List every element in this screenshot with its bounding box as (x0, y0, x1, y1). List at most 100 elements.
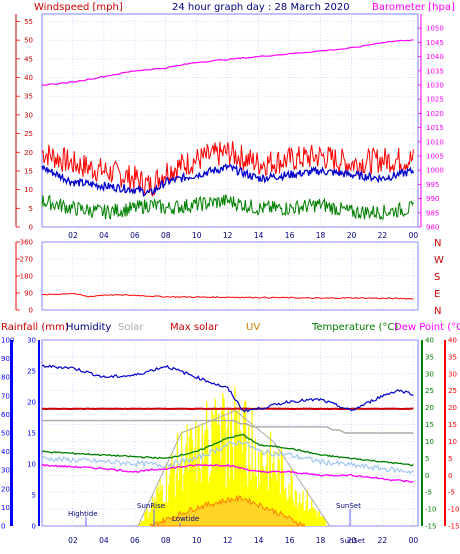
humidity-tick-label: 60 (1, 411, 10, 419)
windspeed-tick-label: 30 (24, 111, 33, 119)
wind-direction-line (41, 293, 414, 300)
dew-point-tick-label: 5 (448, 455, 452, 463)
windspeed-low-line (41, 194, 414, 220)
wind-series (41, 39, 414, 220)
hour-tick-label: 18 (316, 231, 326, 240)
hour-tick-label: 16 (285, 536, 295, 545)
uv-area (149, 494, 306, 528)
hour-tick-label: 00 (409, 231, 419, 240)
windspeed-tick-label: 35 (24, 93, 33, 101)
hour-tick-label: 14 (254, 536, 264, 545)
max-solar-legend: Max solar (170, 322, 219, 333)
dew-point-tick-label: -10 (448, 506, 459, 514)
barometer-tick-label: 985 (426, 209, 439, 217)
dew-point-axis-bar (444, 340, 446, 526)
hour-tick-label: 04 (99, 231, 109, 240)
hour-tick-label: 20 (347, 231, 357, 240)
direction-tick-label: 180 (20, 273, 33, 281)
temperature-line (41, 433, 414, 467)
windspeed-tick-label: 5 (29, 205, 33, 213)
tide-sun-annotations: Hightide SunRise Lowtide SunSet SunSet (68, 502, 365, 545)
barometer-tick-label: 1050 (426, 25, 444, 33)
windspeed-ticks: 0 5 10 15 20 25 30 35 40 45 50 55 (16, 18, 33, 232)
dew-point-tick-label: 20 (448, 404, 457, 412)
hour-tick-label: 20 (347, 536, 357, 545)
rain-ticks: 0 5 10 15 20 25 30 (27, 337, 36, 531)
barometer-tick-label: 990 (426, 195, 439, 203)
rainfall-legend: Rainfall (mm) (1, 322, 69, 333)
temperature-tick-label: 40 (425, 337, 434, 345)
temperature-tick-label: 5 (425, 455, 429, 463)
hour-tick-label: 12 (223, 231, 233, 240)
barometer-tick-label: 1010 (426, 138, 444, 146)
barometer-tick-label: 1030 (426, 82, 444, 90)
dew-point-tick-label: 40 (448, 337, 457, 345)
rain-tick-label: 20 (27, 399, 36, 407)
humidity-ticks: 0 10 20 30 40 50 60 70 80 90 100 (1, 337, 14, 531)
dew-point-ticks: -15 -10 -5 0 5 10 15 20 25 30 35 40 (448, 337, 459, 531)
dew-point-tick-label: 0 (448, 472, 452, 480)
windspeed-tick-label: 20 (24, 149, 33, 157)
hour-tick-label: 22 (378, 536, 388, 545)
rainfall-line (41, 407, 414, 411)
barometer-ticks: 980 985 990 995 1000 1005 1010 1015 1020 1025 1030… (418, 25, 444, 232)
temperature-tick-label: 35 (425, 353, 434, 361)
dew-point-tick-label: 10 (448, 438, 457, 446)
hour-tick-label: 10 (192, 536, 202, 545)
barometer-tick-label: 1000 (426, 167, 444, 175)
barometer-axis-label: Barometer [hpa] (372, 2, 455, 13)
hour-tick-label: 02 (68, 231, 78, 240)
rain-tick-label: 0 (32, 523, 36, 531)
temperature-axis-bar (421, 340, 423, 526)
apparent-temperature-line (41, 439, 414, 475)
windspeed-tick-label: 0 (29, 224, 33, 232)
dew-point-tick-label: 15 (448, 421, 457, 429)
windspeed-axis-label: Windspeed [mph] (34, 2, 123, 13)
direction-degree-ticks: 0 90 180 270 360 (15, 239, 33, 315)
hour-tick-label: 00 (409, 536, 419, 545)
solar-legend: Solar (118, 322, 144, 333)
dew-point-tick-label: 35 (448, 353, 457, 361)
humidity-axis-bar (10, 340, 13, 526)
barometer-tick-label: 1045 (426, 39, 444, 47)
humidity-line (41, 364, 414, 413)
compass-tick-label: S (434, 272, 440, 283)
hour-tick-label: 08 (161, 536, 171, 545)
humidity-tick-label: 100 (1, 337, 14, 345)
humidity-tick-label: 90 (1, 355, 10, 363)
direction-tick-label: 360 (20, 239, 33, 247)
hour-tick-label: 04 (99, 536, 109, 545)
temperature-legend: Temperature (°C) (311, 322, 398, 333)
direction-grid (42, 241, 418, 311)
sunrise-label: SunRise (137, 502, 165, 510)
direction-tick-label: 0 (29, 307, 33, 315)
windspeed-tick-label: 55 (24, 18, 33, 26)
rain-tick-label: 25 (27, 368, 36, 376)
dew-point-tick-label: -15 (448, 523, 459, 531)
wind-plot-area (41, 13, 419, 228)
windspeed-tick-label: 45 (24, 55, 33, 63)
barometer-tick-label: 1005 (426, 153, 444, 161)
dew-point-tick-label: -5 (448, 489, 455, 497)
temperature-tick-label: -10 (425, 506, 436, 514)
windspeed-tick-label: 50 (24, 37, 33, 45)
barometer-tick-label: 995 (426, 181, 439, 189)
temperature-tick-label: -5 (425, 489, 432, 497)
temperature-tick-label: 0 (425, 472, 429, 480)
sunset-label: SunSet (336, 502, 361, 510)
hightide-label: Hightide (68, 510, 98, 518)
temperature-tick-label: -15 (425, 523, 436, 531)
dew-point-line (41, 463, 414, 483)
solar-line (42, 419, 414, 434)
sunset-axis-label: SunSet (340, 537, 365, 545)
humidity-legend: Humidity (66, 322, 111, 333)
barometer-tick-label: 1015 (426, 124, 444, 132)
hour-tick-label: 14 (254, 231, 264, 240)
temperature-tick-label: 15 (425, 421, 434, 429)
compass-tick-label: N (434, 306, 441, 317)
humidity-tick-label: 30 (1, 467, 10, 475)
compass-tick-label: N (434, 238, 441, 249)
